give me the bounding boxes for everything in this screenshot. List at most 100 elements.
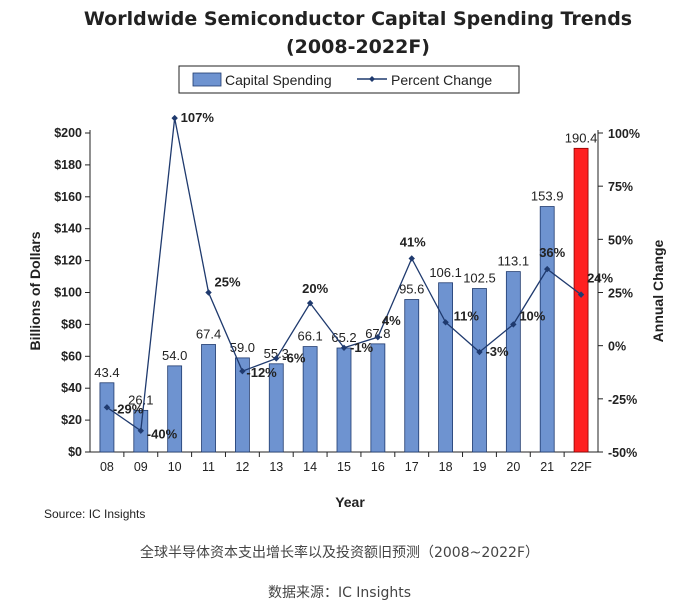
- y2-tick-label: 25%: [608, 287, 633, 301]
- bar-value-label: 67.8: [365, 326, 390, 341]
- bar-value-label: 190.4: [565, 130, 598, 145]
- bar: [472, 288, 487, 453]
- x-tick-label: 16: [371, 460, 385, 474]
- percent-value-label: 24%: [587, 271, 613, 286]
- x-tick-label: 14: [303, 460, 317, 474]
- bar-value-label: 43.4: [94, 365, 119, 380]
- percent-point: [273, 355, 280, 362]
- x-tick-label: 17: [405, 460, 419, 474]
- y-tick-label: $120: [54, 254, 82, 268]
- percent-value-label: 36%: [539, 245, 565, 260]
- percent-value-label: 41%: [400, 234, 426, 249]
- percent-point: [137, 427, 144, 434]
- bar-value-label: 26.1: [128, 392, 153, 407]
- source-note: Source: IC Insights: [44, 507, 145, 521]
- legend-line-label: Percent Change: [391, 72, 492, 88]
- bar: [505, 271, 521, 453]
- y2-axis-ticks: -50% -25% 0% 25% 50% 75% 100%: [598, 127, 640, 460]
- percent-point: [205, 289, 212, 296]
- x-tick-label: 08: [100, 460, 114, 474]
- y-tick-label: $0: [68, 445, 82, 459]
- x-tick-label: 09: [134, 460, 148, 474]
- legend-box: [178, 65, 520, 94]
- x-tick-label: 15: [337, 460, 351, 474]
- bar-value-label: 59.0: [230, 340, 255, 355]
- bar-value-label: 106.1: [429, 265, 462, 280]
- y-tick-label: $200: [54, 126, 82, 140]
- percent-point: [340, 344, 348, 351]
- percent-point: [239, 367, 246, 375]
- bar-value-label: 153.9: [531, 189, 564, 204]
- x-axis-ticks: 08 09 10 11 12 13 14 15 16 17 18 19 20 21 22F: [100, 452, 592, 474]
- y-tick-label: $40: [61, 381, 82, 395]
- percent-value-label: -1%: [350, 340, 374, 355]
- percent-point: [171, 114, 178, 122]
- x-tick-label: 10: [168, 460, 182, 474]
- bar-value-label: 66.1: [297, 329, 322, 344]
- y2-axis-label: Annual Change: [650, 239, 666, 342]
- bars: [99, 147, 589, 453]
- y2-tick-label: 50%: [608, 233, 633, 247]
- percent-value-label: 107%: [181, 110, 215, 125]
- bar: [268, 363, 284, 453]
- x-tick-label: 20: [506, 460, 520, 474]
- x-tick-label: 12: [235, 460, 249, 474]
- percent-value-label: -29%: [113, 401, 144, 416]
- y-tick-label: $180: [54, 158, 82, 172]
- percent-value-label: 10%: [519, 308, 545, 323]
- y2-tick-label: 100%: [608, 127, 640, 141]
- y-axis-label: Billions of Dollars: [27, 231, 43, 350]
- y-tick-label: $80: [61, 317, 82, 331]
- legend: Capital Spending Percent Change: [178, 65, 520, 94]
- legend-bar-label: Capital Spending: [225, 72, 332, 88]
- legend-line-marker: [369, 76, 375, 82]
- bar-value-label: 55.3: [264, 346, 289, 361]
- percent-point: [306, 299, 314, 307]
- caption-source: 数据来源：IC Insights: [267, 585, 412, 601]
- bar-value-label: 113.1: [498, 254, 530, 269]
- percent-line: [103, 114, 585, 434]
- y2-tick-label: 0%: [608, 340, 626, 354]
- y2-tick-label: 75%: [608, 180, 633, 194]
- x-tick-label: 13: [269, 460, 283, 474]
- chart-title: Worldwide Semiconductor Capital Spending…: [84, 8, 632, 30]
- y2-tick-label: -25%: [608, 393, 637, 407]
- x-tick-label: 19: [473, 460, 487, 474]
- caption-title: 全球半导体资本支出增长率以及投资额旧预测（2008~2022F）: [139, 545, 540, 561]
- x-tick-label: 22F: [570, 460, 592, 474]
- bar: [336, 347, 352, 453]
- bar: [539, 206, 555, 453]
- bar-value-label: 65.2: [331, 330, 356, 345]
- percent-point: [408, 255, 415, 262]
- bar: [573, 147, 589, 453]
- bar: [404, 299, 420, 453]
- x-tick-label: 21: [540, 460, 554, 474]
- percent-point: [544, 265, 551, 273]
- percent-value-label: 20%: [302, 281, 328, 296]
- bar: [201, 344, 216, 453]
- x-tick-label: 18: [439, 460, 453, 474]
- chart: Worldwide Semiconductor Capital Spending…: [27, 8, 666, 521]
- y2-tick-label: -50%: [608, 446, 637, 460]
- percent-point: [577, 291, 585, 298]
- bar-value-label: 67.4: [196, 326, 221, 341]
- y-axis-ticks: $0 $20 $40 $60 $80 $100 $120 $140 $160 $180 $200: [54, 126, 90, 459]
- bar: [302, 346, 318, 453]
- bar: [99, 382, 115, 453]
- bar-value-label: 102.5: [463, 271, 496, 286]
- bar-value-label: 95.6: [399, 282, 424, 297]
- percent-labels: -29%-40% 107% 25% -12% -6% 20% -1% 4% 41% 11% -3% 1…: [113, 110, 614, 442]
- percent-value-label: -6%: [282, 350, 306, 365]
- x-tick-label: 11: [202, 460, 215, 474]
- percent-point: [442, 319, 449, 326]
- bar: [438, 282, 454, 453]
- y-tick-label: $20: [61, 413, 82, 427]
- y-tick-label: $140: [54, 222, 82, 236]
- bar-labels: 43.4 26.1 54.0 67.4 59.0 55.3 66.1 65.2 67.8 95.6…: [94, 130, 597, 407]
- x-axis-label: Year: [335, 494, 365, 510]
- y-tick-label: $60: [61, 349, 82, 363]
- chart-subtitle: (2008-2022F): [286, 36, 430, 58]
- percent-value-label: -40%: [147, 427, 178, 442]
- percent-point: [476, 348, 483, 356]
- percent-value-label: 25%: [215, 275, 241, 290]
